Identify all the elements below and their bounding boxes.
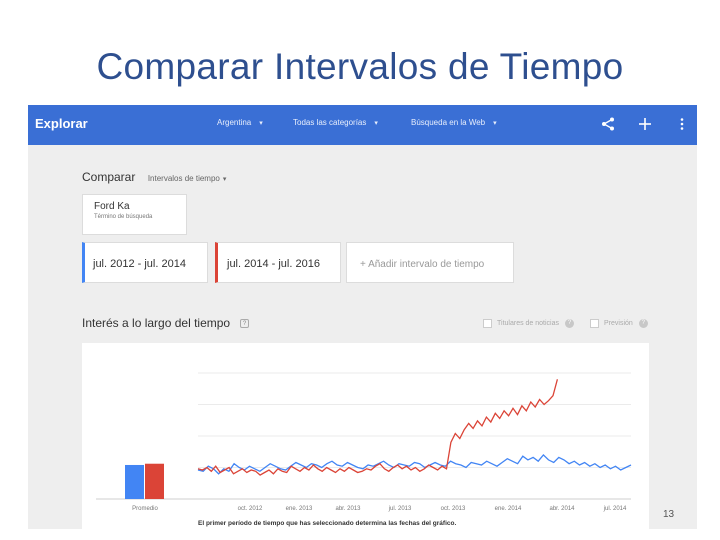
search-type-dropdown[interactable]: Búsqueda en la Web ▾ [411, 118, 497, 127]
page-number: 13 [663, 509, 675, 520]
search-term-card[interactable]: Ford Ka Término de búsqueda [82, 194, 187, 235]
plus-icon[interactable] [635, 114, 655, 134]
interest-over-time-heading: Interés a lo largo del tiempo? [82, 316, 250, 330]
trends-screenshot: Explorar Argentina ▾ Todas las categorías… [28, 105, 697, 529]
x-tick-label: ene. 2013 [286, 506, 313, 512]
slide-title: Comparar Intervalos de Tiempo [96, 46, 624, 87]
x-tick-label: abr. 2013 [335, 506, 361, 512]
x-tick-label: jul. 2013 [388, 506, 412, 512]
average-label: Promedio [132, 506, 158, 512]
term-type: Término de búsqueda [94, 214, 153, 220]
term-name: Ford Ka [94, 201, 130, 212]
share-icon[interactable] [598, 114, 618, 134]
chevron-down-icon: ▾ [259, 120, 263, 127]
search-type-label: Búsqueda en la Web [411, 118, 486, 127]
category-label: Todas las categorías [293, 118, 367, 127]
x-tick-label: ene. 2014 [495, 506, 522, 512]
compare-label: Comparar [82, 170, 136, 184]
series-line [197, 453, 632, 475]
explore-title: Explorar [35, 116, 88, 131]
average-bar [145, 463, 164, 499]
chevron-down-icon: ▾ [374, 120, 378, 127]
vertical-dots-icon[interactable] [672, 114, 692, 134]
checkbox[interactable] [590, 319, 599, 328]
region-label: Argentina [217, 118, 252, 127]
compare-mode-label: Intervalos de tiempo [147, 174, 220, 183]
time-range-2[interactable]: jul. 2014 - jul. 2016 [215, 242, 341, 283]
compare-mode-dropdown[interactable]: Intervalos de tiempo ▾ [148, 174, 227, 183]
forecast-label: Previsión [604, 320, 633, 327]
interest-title: Interés a lo largo del tiempo [82, 316, 231, 330]
news-headlines-toggle[interactable]: Titulares de noticias ? [483, 319, 574, 328]
x-tick-label: oct. 2012 [238, 506, 263, 512]
region-dropdown[interactable]: Argentina ▾ [217, 118, 263, 127]
time-range-1[interactable]: jul. 2012 - jul. 2014 [82, 242, 208, 283]
x-tick-label: oct. 2013 [441, 506, 466, 512]
interest-chart: Promedio oct. 2012 ene. 2013 abr. 2013 jul. … [96, 372, 632, 527]
add-time-range-button[interactable]: + Añadir intervalo de tiempo [346, 242, 514, 283]
help-icon[interactable]: ? [565, 319, 574, 328]
news-headlines-label: Titulares de noticias [497, 320, 559, 327]
x-tick-label: jul. 2014 [603, 506, 627, 512]
checkbox[interactable] [483, 319, 492, 328]
average-bar [125, 464, 144, 499]
top-app-bar: Explorar Argentina ▾ Todas las categorías… [28, 105, 697, 145]
chevron-down-icon: ▾ [493, 120, 497, 127]
series-line [197, 379, 559, 476]
chart-panel: Promedio oct. 2012 ene. 2013 abr. 2013 jul. … [82, 343, 649, 529]
help-icon[interactable]: ? [638, 319, 648, 328]
forecast-toggle[interactable]: Previsión ? [590, 319, 648, 328]
chart-footnote: El primer período de tiempo que has sele… [198, 520, 456, 527]
help-icon[interactable]: ? [240, 319, 250, 329]
compare-row: Comparar Intervalos de tiempo ▾ [82, 168, 226, 186]
x-tick-label: abr. 2014 [549, 506, 575, 512]
category-dropdown[interactable]: Todas las categorías ▾ [293, 118, 378, 127]
chevron-down-icon: ▾ [222, 176, 227, 183]
